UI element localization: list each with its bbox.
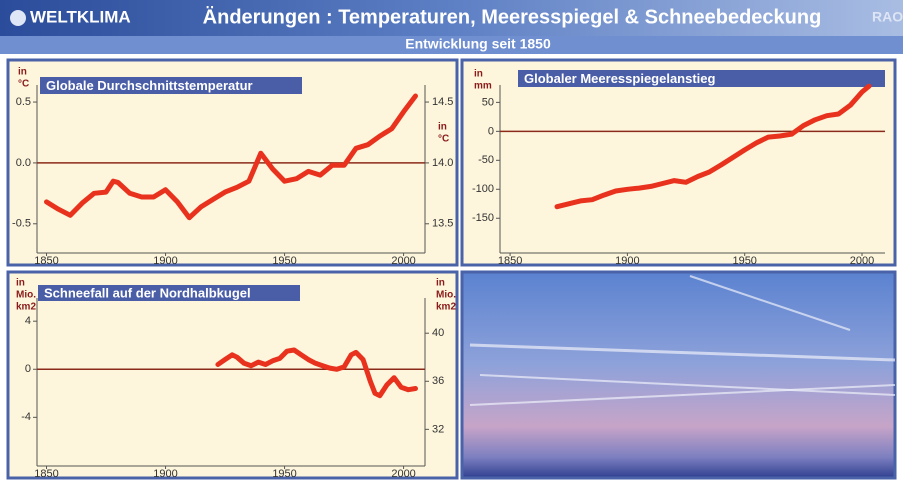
y2-tick-label: 13.5 [432, 218, 453, 230]
y2-axis-label: in [438, 122, 447, 133]
panel [8, 272, 457, 478]
y-axis-label: in [16, 278, 25, 289]
x-tick-label: 2000 [391, 468, 415, 480]
x-tick-label: 1950 [732, 255, 756, 267]
y-axis-label: Mio. [16, 290, 36, 301]
y-axis-label: km2 [16, 302, 36, 313]
y-tick-label: -150 [472, 212, 494, 224]
x-tick-label: 2000 [391, 255, 415, 267]
y2-axis-label: km2 [436, 302, 456, 313]
y2-axis-label: Mio. [436, 290, 456, 301]
y-tick-label: -100 [472, 183, 494, 195]
chart-title: Globale Durchschnittstemperatur [46, 78, 253, 93]
corner-label: RAO [872, 9, 903, 25]
page-title: Änderungen : Temperaturen, Meeresspiegel… [203, 5, 822, 28]
x-tick-label: 1900 [615, 255, 639, 267]
y2-tick-label: 36 [432, 375, 444, 387]
y-tick-label: -50 [478, 154, 494, 166]
y2-tick-label: 14.5 [432, 96, 453, 108]
y-tick-label: -4 [21, 411, 31, 423]
y-axis-label: in [474, 69, 483, 80]
page-subtitle: Entwicklung seit 1850 [405, 36, 551, 52]
y-tick-label: 0.5 [16, 96, 31, 108]
y-tick-label: 50 [482, 96, 494, 108]
chart-title: Globaler Meeresspiegelanstieg [524, 71, 716, 86]
x-tick-label: 2000 [850, 255, 874, 267]
x-tick-label: 1950 [272, 468, 296, 480]
x-tick-label: 1900 [153, 468, 177, 480]
y-tick-label: 4 [25, 315, 31, 327]
infographic: WELTKLIMA Änderungen : Temperaturen, Mee… [0, 0, 903, 481]
y-axis-label: in [18, 67, 27, 78]
sky-photo [462, 272, 895, 478]
y-tick-label: 0 [25, 363, 31, 375]
x-tick-label: 1850 [34, 255, 58, 267]
chart-title: Schneefall auf der Nordhalbkugel [44, 285, 251, 300]
y2-tick-label: 14.0 [432, 157, 453, 169]
y-axis-label: mm [474, 81, 492, 92]
x-tick-label: 1900 [153, 255, 177, 267]
y-tick-label: 0.0 [16, 157, 31, 169]
y2-axis-label: in [436, 278, 445, 289]
logo: WELTKLIMA [30, 7, 131, 26]
x-tick-label: 1850 [498, 255, 522, 267]
logo-icon [10, 10, 26, 26]
y2-axis-label: °C [438, 134, 449, 145]
y2-tick-label: 40 [432, 327, 444, 339]
y-tick-label: 0 [488, 125, 494, 137]
x-tick-label: 1950 [272, 255, 296, 267]
y-axis-label: °C [18, 79, 29, 90]
panel [462, 60, 895, 265]
y-tick-label: -0.5 [12, 218, 31, 230]
y2-tick-label: 32 [432, 423, 444, 435]
x-tick-label: 1850 [34, 468, 58, 480]
